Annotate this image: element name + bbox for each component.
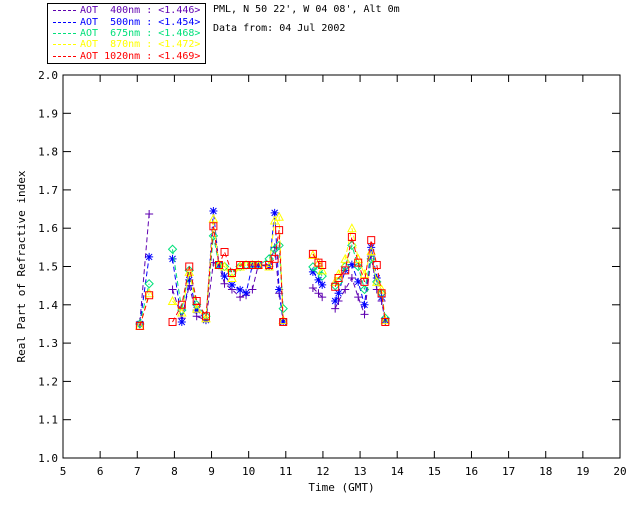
- legend-label: AOT 1020nm : <1.469>: [80, 50, 201, 62]
- site-location-text: PML, N 50 22', W 04 08', Alt 0m: [213, 4, 400, 15]
- x-tick-label: 19: [576, 465, 589, 478]
- legend-dash-swatch: [53, 44, 76, 46]
- legend-dash-swatch: [53, 32, 76, 34]
- series-line-aot-675nm: [139, 283, 150, 325]
- legend-dash-swatch: [53, 21, 76, 23]
- series-markers-aot-1020nm: [308, 249, 327, 269]
- y-tick-label: 1.0: [38, 452, 58, 465]
- series-line-aot-1020nm: [139, 295, 150, 327]
- data-date-text: Data from: 04 Jul 2002: [213, 23, 346, 34]
- series-line-aot-500nm: [139, 256, 150, 324]
- legend-dash-swatch: [53, 55, 76, 57]
- y-tick-label: 1.5: [38, 261, 58, 274]
- x-tick-label: 9: [208, 465, 215, 478]
- y-tick-label: 2.0: [38, 69, 58, 82]
- y-tick-label: 1.4: [38, 299, 58, 312]
- y-tick-label: 1.3: [38, 337, 58, 350]
- x-tick-label: 11: [279, 465, 292, 478]
- legend-dash-swatch: [53, 10, 76, 12]
- x-tick-label: 18: [539, 465, 552, 478]
- x-tick-label: 17: [502, 465, 515, 478]
- y-tick-label: 1.1: [38, 414, 58, 427]
- plot-header: PML, N 50 22', W 04 08', Alt 0m Data fro…: [213, 5, 400, 34]
- y-axis-title: Real Part of Refractive index: [15, 170, 28, 362]
- x-tick-label: 5: [60, 465, 67, 478]
- x-tick-label: 13: [353, 465, 366, 478]
- legend-item-aot-500nm: AOT 500nm : <1.454>: [53, 17, 205, 28]
- legend: AOT 400nm : <1.446> AOT 500nm : <1.454> AO…: [47, 3, 206, 64]
- series-line-aot-870nm: [172, 215, 284, 321]
- series-line-aot-400nm: [139, 213, 150, 323]
- series-line-aot-400nm: [312, 287, 323, 298]
- series-line-aot-1020nm: [334, 236, 386, 323]
- legend-label: AOT 870nm : <1.472>: [80, 39, 201, 51]
- y-tick-label: 1.8: [38, 146, 58, 159]
- series-markers-aot-400nm: [308, 283, 327, 302]
- y-tick-label: 1.9: [38, 107, 58, 120]
- series-markers-aot-500nm: [135, 252, 154, 328]
- x-tick-label: 16: [465, 465, 478, 478]
- series-markers-aot-500nm: [331, 243, 390, 325]
- series-line-aot-1020nm: [172, 226, 284, 323]
- legend-label: AOT 675nm : <1.468>: [80, 27, 201, 39]
- x-tick-label: 14: [391, 465, 405, 478]
- x-axis-title: Time (GMT): [308, 481, 374, 494]
- legend-item-aot-400nm: AOT 400nm : <1.446>: [53, 5, 205, 16]
- series-markers-aot-1020nm: [331, 233, 390, 327]
- series-markers-aot-1020nm: [135, 291, 154, 330]
- x-tick-label: 12: [316, 465, 329, 478]
- legend-label: AOT 400nm : <1.446>: [80, 5, 201, 17]
- legend-label: AOT 500nm : <1.454>: [80, 16, 201, 28]
- series-markers-aot-1020nm: [168, 222, 288, 327]
- y-tick-label: 1.7: [38, 184, 58, 197]
- y-tick-label: 1.2: [38, 375, 58, 388]
- x-tick-label: 15: [428, 465, 441, 478]
- x-tick-label: 20: [613, 465, 626, 478]
- series-markers-aot-500nm: [308, 267, 327, 289]
- y-tick-label: 1.6: [38, 222, 58, 235]
- x-tick-label: 10: [242, 465, 255, 478]
- x-tick-label: 8: [171, 465, 178, 478]
- x-tick-label: 6: [97, 465, 104, 478]
- legend-item-aot-1020nm: AOT 1020nm : <1.469>: [53, 51, 205, 62]
- x-tick-label: 7: [134, 465, 141, 478]
- legend-item-aot-675nm: AOT 675nm : <1.468>: [53, 28, 205, 39]
- legend-item-aot-870nm: AOT 870nm : <1.472>: [53, 39, 205, 50]
